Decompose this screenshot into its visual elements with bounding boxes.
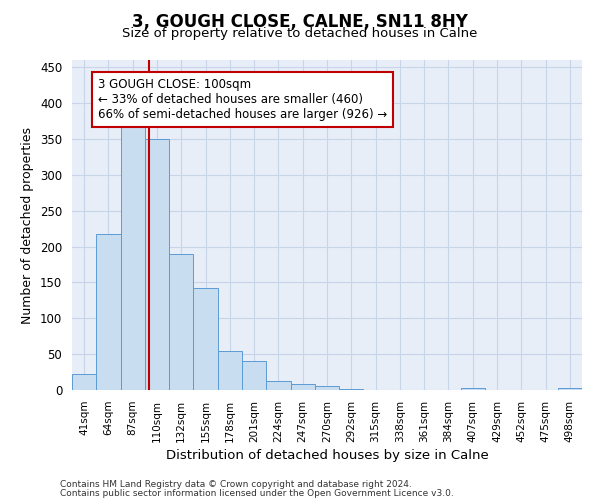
Bar xyxy=(461,388,485,390)
Bar xyxy=(218,352,242,390)
Text: 3, GOUGH CLOSE, CALNE, SN11 8HY: 3, GOUGH CLOSE, CALNE, SN11 8HY xyxy=(132,12,468,30)
Bar xyxy=(145,139,169,390)
Bar xyxy=(72,374,96,390)
Y-axis label: Number of detached properties: Number of detached properties xyxy=(22,126,34,324)
Bar xyxy=(96,234,121,390)
Bar xyxy=(193,288,218,390)
Bar xyxy=(266,380,290,390)
Text: 3 GOUGH CLOSE: 100sqm
← 33% of detached houses are smaller (460)
66% of semi-det: 3 GOUGH CLOSE: 100sqm ← 33% of detached … xyxy=(97,78,387,121)
Text: Size of property relative to detached houses in Calne: Size of property relative to detached ho… xyxy=(122,28,478,40)
Bar xyxy=(169,254,193,390)
Bar xyxy=(121,119,145,390)
X-axis label: Distribution of detached houses by size in Calne: Distribution of detached houses by size … xyxy=(166,449,488,462)
Bar xyxy=(242,362,266,390)
Text: Contains public sector information licensed under the Open Government Licence v3: Contains public sector information licen… xyxy=(60,488,454,498)
Bar xyxy=(290,384,315,390)
Bar xyxy=(558,388,582,390)
Bar xyxy=(315,386,339,390)
Text: Contains HM Land Registry data © Crown copyright and database right 2024.: Contains HM Land Registry data © Crown c… xyxy=(60,480,412,489)
